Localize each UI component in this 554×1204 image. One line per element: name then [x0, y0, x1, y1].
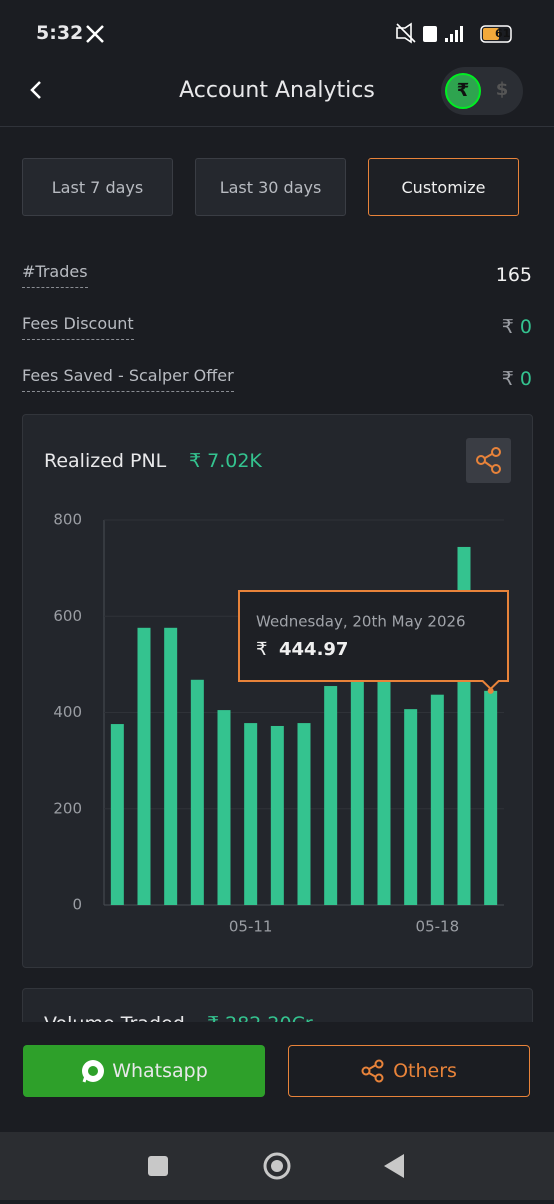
tooltip: Wednesday, 20th May 2026 ₹ 444.97 [238, 590, 509, 691]
chart: 0 200 400 600 800 05-11 05-18 Wednesday, 20th M… [53, 511, 509, 936]
x-icon [86, 25, 104, 43]
bar [270, 725, 284, 905]
button-label: Others [393, 1060, 457, 1082]
tooltip-currency: ₹ [256, 639, 267, 660]
bar [244, 723, 258, 905]
status-time: 5:32 [36, 22, 84, 44]
page-title: Account Analytics [179, 78, 375, 103]
bar [350, 680, 364, 905]
bar [430, 694, 444, 905]
tooltip-date: Wednesday, 20th May 2026 [256, 613, 466, 631]
chart-card: Realized PNL ₹ 7.02K 0 200 400 600 800 05-11 0… [22, 414, 533, 968]
toggle-usd[interactable]: $ [495, 79, 509, 100]
stat-value: 0 [519, 368, 532, 390]
bar [190, 679, 204, 905]
y-tick-label: 400 [53, 703, 82, 721]
currency: ₹ [501, 368, 514, 390]
toggle-inr[interactable]: ₹ [445, 73, 481, 109]
whatsapp-button[interactable]: Whatsapp [23, 1045, 265, 1097]
battery-level: 61 [495, 27, 511, 40]
tooltip-box [238, 590, 509, 691]
bar [404, 709, 418, 905]
bar [324, 686, 338, 905]
bar [217, 710, 231, 905]
stat-value: 165 [495, 264, 532, 286]
bar [484, 690, 498, 905]
stat-label: Fees Saved - Scalper Offer [22, 366, 234, 392]
bar [137, 627, 151, 905]
chart-total: ₹ 7.02K [189, 450, 262, 472]
x-tick-label: 05-18 [416, 918, 460, 936]
y-tick-label: 200 [53, 799, 82, 817]
bar [297, 723, 311, 905]
nav-bar [0, 1132, 554, 1200]
currency-toggle[interactable]: ₹ $ [441, 67, 523, 115]
y-tick-label: 800 [53, 511, 82, 529]
divider [0, 126, 554, 127]
status-icons [396, 22, 512, 44]
y-tick-label: 600 [53, 607, 82, 625]
tooltip-value: 444.97 [279, 639, 348, 660]
stat-value: 0 [519, 316, 532, 338]
tab[interactable]: Customize [368, 158, 519, 216]
others-button[interactable]: Others [288, 1045, 530, 1097]
share-button[interactable] [466, 438, 511, 483]
tab[interactable]: Last 7 days [22, 158, 173, 216]
tooltip-marker [487, 687, 494, 694]
chart-title: Realized PNL [44, 450, 167, 472]
tab[interactable]: Last 30 days [195, 158, 346, 216]
bar [110, 724, 124, 905]
stat-label: Fees Discount [22, 314, 134, 340]
button-label: Whatsapp [112, 1060, 208, 1082]
stat-label: #Trades [22, 262, 88, 288]
currency: ₹ [501, 316, 514, 338]
x-tick-label: 05-11 [229, 918, 273, 936]
bar [377, 680, 391, 905]
bar [164, 627, 178, 905]
y-tick-label: 0 [72, 896, 82, 914]
back-button[interactable] [28, 80, 44, 100]
